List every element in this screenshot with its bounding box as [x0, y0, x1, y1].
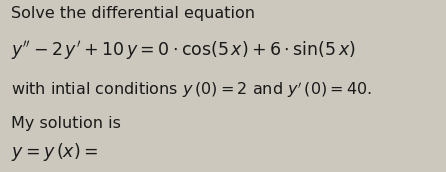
Text: Solve the differential equation: Solve the differential equation: [11, 6, 255, 21]
Text: $y'' - 2\,y' + 10\,y = 0 \cdot \cos(5\,x) + 6 \cdot \sin(5\,x)$: $y'' - 2\,y' + 10\,y = 0 \cdot \cos(5\,x…: [11, 39, 356, 62]
Text: My solution is: My solution is: [11, 116, 121, 131]
Text: $y = y\,(x) = $: $y = y\,(x) = $: [11, 141, 98, 163]
Text: $\mathrm{with\ intial\ conditions\ }y\,(0) = 2\mathrm{\ and\ }y'\,(0) = 40.$: $\mathrm{with\ intial\ conditions\ }y\,(…: [11, 79, 372, 100]
